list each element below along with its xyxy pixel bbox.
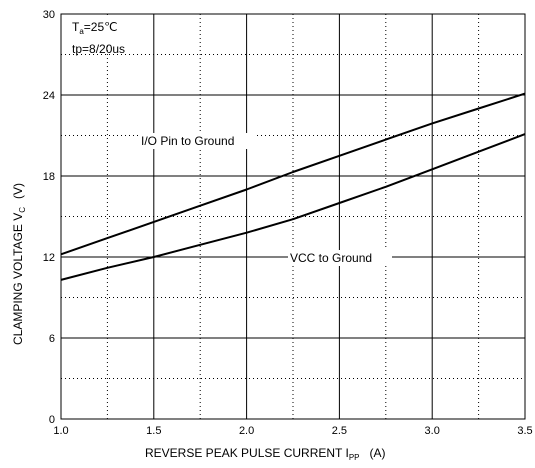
x-tick-labels: 1.0 1.5 2.0 2.5 3.0 3.5 (53, 425, 532, 437)
io-series-label: I/O Pin to Ground (141, 134, 234, 148)
y-tick-label: 12 (43, 252, 55, 264)
ta-label: Ta=25℃ (72, 20, 118, 36)
vcc-to-ground-line (60, 133, 526, 281)
vcc-series-label: VCC to Ground (290, 251, 372, 265)
x-tick-label: 1.5 (146, 425, 161, 437)
series-layer (60, 92, 526, 281)
y-tick-label: 18 (43, 171, 55, 183)
y-tick-label: 24 (43, 90, 55, 102)
vcc-label-background (288, 250, 392, 266)
io-pin-to-ground-line (60, 92, 526, 256)
plot-frame (60, 13, 526, 420)
x-tick-label: 3.5 (517, 425, 532, 437)
io-label-background (140, 133, 256, 149)
x-tick-label: 1.0 (53, 425, 68, 437)
y-tick-labels: 0 6 12 18 24 30 (43, 9, 55, 426)
y-axis-title: CLAMPING VOLTAGE VC(V) (11, 183, 27, 345)
y-tick-label: 6 (49, 333, 55, 345)
x-tick-label: 3.0 (425, 425, 440, 437)
minor-grid (61, 14, 525, 419)
x-tick-label: 2.0 (239, 425, 254, 437)
x-axis-title: REVERSE PEAK PULSE CURRENT IPP (A) (145, 446, 386, 462)
x-tick-label: 2.5 (332, 425, 347, 437)
ta-label-background (67, 16, 127, 46)
y-tick-label: 0 (49, 414, 55, 426)
tp-label: tp=8/20us (72, 42, 125, 56)
y-tick-label: 30 (43, 9, 55, 21)
